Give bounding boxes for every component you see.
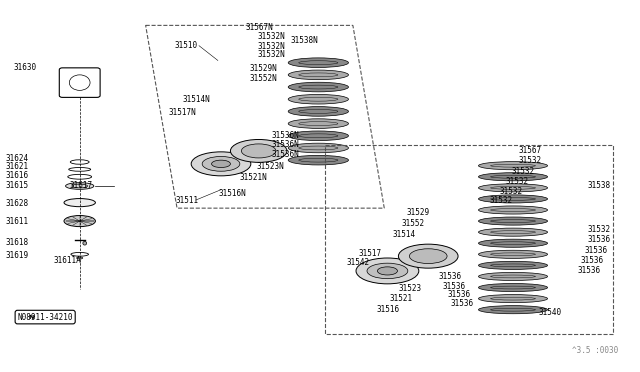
Ellipse shape [288,119,349,128]
Text: 31532: 31532 [512,167,535,176]
Ellipse shape [399,244,458,268]
Text: 31621: 31621 [5,162,28,171]
Ellipse shape [356,258,419,284]
Text: 31514N: 31514N [182,95,211,104]
Text: 31552: 31552 [402,219,425,228]
Ellipse shape [288,155,349,165]
Ellipse shape [288,131,349,141]
Text: 31529: 31529 [407,208,430,217]
Ellipse shape [288,107,349,116]
Ellipse shape [241,144,276,158]
Ellipse shape [378,267,397,275]
Ellipse shape [479,272,548,280]
Text: 31532: 31532 [490,196,513,205]
Text: 31630: 31630 [14,63,37,72]
Ellipse shape [479,283,548,292]
Text: 31617: 31617 [69,182,92,190]
Text: 31521: 31521 [389,294,413,303]
Text: 31532N: 31532N [258,51,285,60]
Ellipse shape [288,143,349,153]
Text: 31536N: 31536N [272,150,300,159]
Ellipse shape [64,215,95,227]
Ellipse shape [202,157,240,171]
Text: 31567: 31567 [518,147,541,155]
Ellipse shape [479,161,548,170]
Ellipse shape [479,184,548,192]
Text: 31615: 31615 [5,182,28,190]
Text: 31618: 31618 [5,238,28,247]
Ellipse shape [479,239,548,247]
Ellipse shape [410,249,447,263]
Ellipse shape [479,306,548,314]
Ellipse shape [288,82,349,92]
Text: N08911-34210: N08911-34210 [17,312,73,321]
Text: 31532N: 31532N [258,42,285,51]
Text: 31536: 31536 [588,235,611,244]
Text: 31532: 31532 [499,187,522,196]
Ellipse shape [65,183,94,189]
Text: 31611A: 31611A [54,256,81,265]
Text: 31517: 31517 [358,249,381,258]
Text: 31624: 31624 [5,154,28,163]
Ellipse shape [212,160,230,167]
Text: 31532N: 31532N [258,32,285,41]
Ellipse shape [479,250,548,259]
Text: 31536N: 31536N [272,131,300,140]
Text: 31538N: 31538N [291,36,318,45]
Ellipse shape [479,173,548,181]
Text: 31536: 31536 [443,282,466,291]
Ellipse shape [288,70,349,80]
Text: 31514: 31514 [392,230,415,239]
Ellipse shape [479,295,548,303]
Text: 31536: 31536 [447,291,470,299]
Text: 31523N: 31523N [256,162,284,171]
Text: 31516: 31516 [377,305,400,314]
Text: 31552N: 31552N [250,74,278,83]
Ellipse shape [479,206,548,214]
Text: 31516N: 31516N [218,189,246,198]
Text: 31619: 31619 [5,251,28,260]
Ellipse shape [479,228,548,236]
Text: 31611: 31611 [5,217,28,226]
Text: 31567N: 31567N [245,23,273,32]
Ellipse shape [479,261,548,269]
Text: 31538: 31538 [588,182,611,190]
Text: 31536: 31536 [451,299,474,308]
Text: 31536: 31536 [578,266,601,275]
Text: N: N [28,315,33,320]
Text: 31542: 31542 [347,258,370,267]
Ellipse shape [83,241,86,245]
Text: 31511: 31511 [176,196,199,205]
Text: 31536: 31536 [584,246,607,255]
Text: 31532: 31532 [506,177,529,186]
Text: 31536: 31536 [438,272,461,281]
Ellipse shape [479,195,548,203]
Text: 31536N: 31536N [272,140,300,149]
Text: 31540: 31540 [539,308,562,317]
Text: 31523: 31523 [399,284,422,293]
Ellipse shape [479,217,548,225]
Ellipse shape [288,94,349,104]
Ellipse shape [230,140,287,162]
Text: 31536: 31536 [581,256,604,265]
Ellipse shape [64,199,95,207]
Text: 31532: 31532 [588,225,611,234]
Text: ^3.5 :0030: ^3.5 :0030 [572,346,618,355]
Ellipse shape [367,263,408,279]
Ellipse shape [77,257,83,259]
Text: 31616: 31616 [5,171,28,180]
Text: 31628: 31628 [5,199,28,208]
Text: 31517N: 31517N [168,108,196,118]
Text: 31510: 31510 [175,41,198,50]
Ellipse shape [191,152,251,176]
Ellipse shape [288,58,349,67]
Text: 31532: 31532 [518,156,541,166]
Text: 31521N: 31521N [239,173,267,182]
Text: 31529N: 31529N [250,64,278,73]
